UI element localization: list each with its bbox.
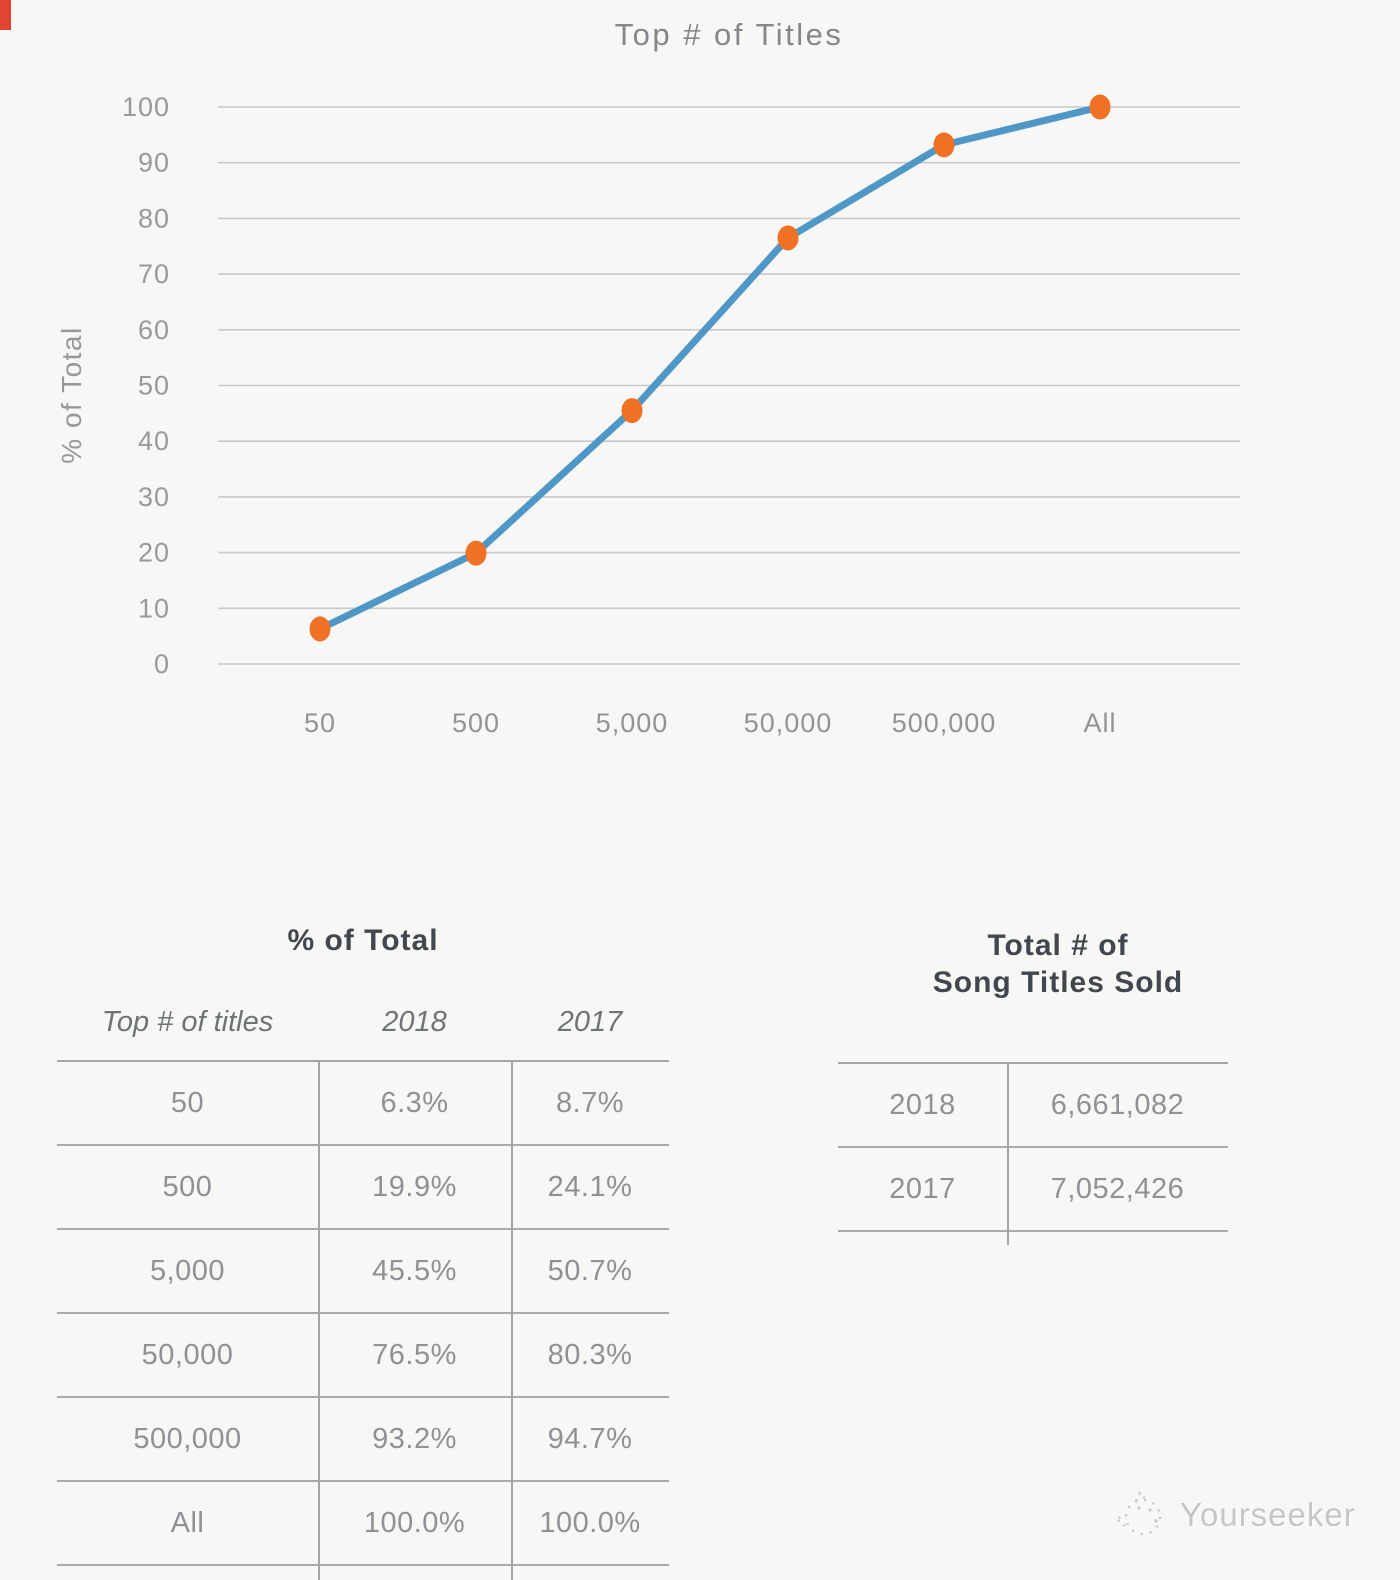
yourseeker-logo-icon [1113, 1490, 1162, 1536]
y-tick-label: 30 [138, 482, 170, 512]
titles-sold-table-title: Total # of Song Titles Sold [868, 927, 1248, 1001]
x-tick-label: 50,000 [744, 708, 833, 738]
yourseeker-logo-text: Yourseeker [1180, 1496, 1356, 1533]
column-divider [318, 1062, 320, 1580]
table-cell: 50.7% [547, 1254, 633, 1287]
y-tick-label: 90 [138, 148, 170, 178]
data-point [621, 398, 643, 424]
percent-of-total-table-title: % of Total [287, 924, 439, 957]
y-tick-label: 10 [138, 593, 170, 623]
table-cell: 100.0% [363, 1506, 466, 1539]
yourseeker-watermark: Yourseeker [1112, 1488, 1356, 1542]
column-divider [1007, 1062, 1009, 1245]
line-chart-plot-area: 0 10 20 30 40 50 60 70 80 90 100 50 500 5,000 50,000 50… [122, 92, 1240, 738]
x-tick-label: 500,000 [892, 708, 997, 738]
data-point [777, 225, 799, 251]
table-cell: 93.2% [372, 1422, 457, 1455]
table-cell: 500 [162, 1170, 213, 1203]
table-cell: 80.3% [547, 1338, 633, 1371]
table-cell: 5,000 [149, 1254, 226, 1287]
titles-sold-title-line1: Total # of [987, 929, 1129, 962]
table-cell: 50 [170, 1086, 205, 1119]
percent-of-total-table-body: 50 6.3% 8.7% 500 19.9% 24.1% 5,000 45.5% 50.7% 50… [57, 1062, 669, 1566]
y-tick-label: 40 [138, 426, 170, 456]
y-tick-label: 20 [138, 538, 170, 568]
table-cell: 19.9% [372, 1170, 457, 1203]
data-point [309, 616, 331, 642]
table-cell: 6.3% [380, 1086, 449, 1119]
screen-corner-artifact [0, 0, 11, 30]
y-tick-label: 60 [138, 315, 170, 345]
y-tick-label: 70 [138, 259, 170, 289]
table-cell: All [170, 1506, 205, 1539]
table-cell: 7,052,426 [1050, 1172, 1185, 1205]
x-tick-label: 500 [452, 708, 500, 738]
table-row: 50,000 76.5% 80.3% [57, 1314, 669, 1398]
data-point [465, 540, 487, 566]
table-cell: 6,661,082 [1050, 1088, 1185, 1121]
table-cell: 2017 [889, 1172, 956, 1205]
table-cell: 8.7% [555, 1086, 625, 1119]
table-header-cell: Top # of titles [101, 1006, 274, 1038]
table-row: All 100.0% 100.0% [57, 1482, 669, 1566]
x-tick-label: 5,000 [596, 708, 669, 738]
y-tick-label: 50 [138, 371, 170, 401]
table-cell: 100.0% [539, 1506, 641, 1539]
x-tick-label: All [1083, 708, 1116, 738]
table-cell: 76.5% [372, 1338, 457, 1371]
table-cell: 45.5% [372, 1254, 457, 1287]
table-row: 500,000 93.2% 94.7% [57, 1398, 669, 1482]
data-point [933, 132, 955, 158]
y-tick-label: 80 [138, 203, 170, 233]
y-tick-label: 0 [154, 649, 170, 679]
table-cell: 2018 [889, 1088, 956, 1121]
data-point [1089, 94, 1111, 120]
table-cell: 24.1% [547, 1170, 633, 1203]
table-row: 2018 6,661,082 [838, 1064, 1228, 1148]
table-row: 2017 7,052,426 [838, 1148, 1228, 1232]
table-header-cell: 2017 [557, 1006, 623, 1038]
table-cell: 500,000 [133, 1422, 242, 1455]
titles-sold-table-body: 2018 6,661,082 2017 7,052,426 [838, 1062, 1228, 1232]
table-row: 50 6.3% 8.7% [57, 1062, 669, 1146]
table-row: 5,000 45.5% 50.7% [57, 1230, 669, 1314]
percent-of-total-table-header: Top # of titles 2018 2017 [57, 1000, 669, 1062]
chart-title: Top # of Titles [614, 17, 844, 52]
table-cell: 50,000 [141, 1338, 234, 1371]
table-row: 500 19.9% 24.1% [57, 1146, 669, 1230]
table-header-cell: 2018 [382, 1006, 447, 1038]
x-tick-label: 50 [304, 708, 336, 738]
table-cell: 94.7% [547, 1422, 633, 1455]
y-tick-label: 100 [122, 92, 170, 122]
column-divider [511, 1062, 513, 1580]
trend-line [316, 103, 1104, 633]
titles-sold-title-line2: Song Titles Sold [932, 966, 1184, 999]
